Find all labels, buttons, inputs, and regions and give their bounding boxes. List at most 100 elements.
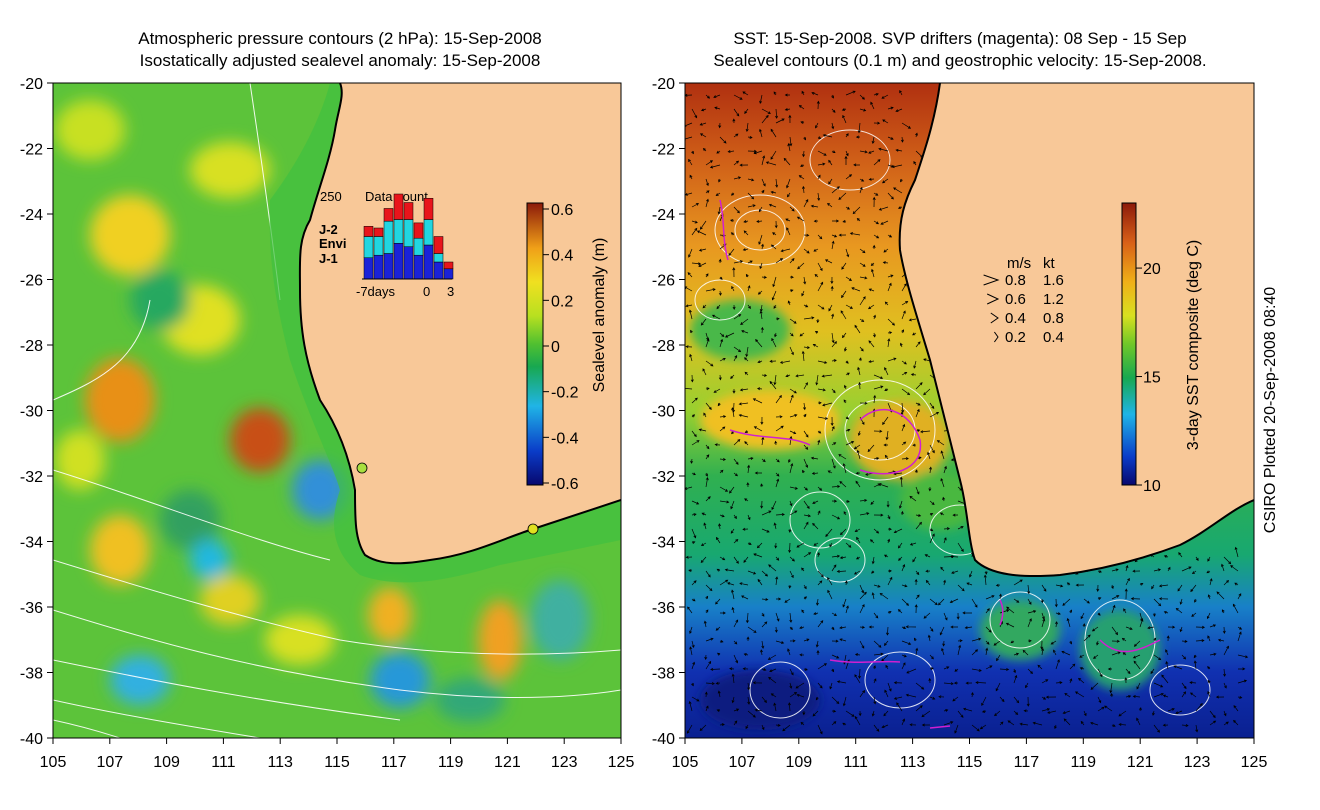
velocity-vector: [996, 654, 1001, 662]
velocity-vector: [913, 160, 917, 166]
velocity-vector: [899, 476, 903, 488]
inset-bar-j1: [443, 268, 454, 280]
velocity-vector: [898, 500, 903, 509]
velocity-vector: [859, 262, 866, 267]
velocity-vector: [703, 620, 707, 628]
inset-bar-envi: [403, 219, 414, 247]
velocity-vector: [1207, 679, 1211, 684]
velocity-vector: [845, 428, 851, 432]
velocity-vector: [929, 533, 935, 544]
velocity-vector: [993, 640, 1001, 646]
velocity-vector: [901, 360, 907, 365]
velocity-vector: [1237, 654, 1249, 659]
velocity-vector: [1097, 612, 1101, 616]
velocity-vector: [691, 440, 700, 446]
velocity-vector: [815, 598, 819, 606]
velocity-vector: [909, 495, 917, 502]
velocity-vector: [758, 234, 763, 245]
velocity-vector: [957, 584, 965, 592]
inset-bar-envi: [433, 253, 444, 263]
velocity-vector: [817, 682, 823, 689]
velocity-vector: [896, 702, 903, 712]
velocity-vector: [849, 232, 861, 236]
velocity-vector: [1121, 637, 1127, 642]
velocity-vector: [773, 702, 777, 712]
velocity-vector: [691, 640, 695, 648]
velocity-vector: [857, 366, 861, 376]
velocity-vector: [765, 161, 777, 166]
velocity-vector: [943, 612, 948, 621]
velocity-vector: [882, 261, 889, 265]
velocity-vector: [691, 661, 696, 670]
velocity-vector: [705, 198, 709, 208]
velocity-vector: [731, 285, 735, 292]
velocity-vector: [923, 388, 931, 396]
velocity-vector: [715, 598, 721, 605]
velocity-vector: [705, 288, 716, 292]
velocity-vector: [803, 316, 815, 320]
velocity-vector: [870, 268, 875, 278]
velocity-vector: [796, 693, 805, 698]
velocity-vector: [803, 596, 808, 600]
velocity-vector: [1109, 682, 1113, 694]
velocity-vector: [738, 402, 749, 406]
lon-label: 121: [1127, 754, 1154, 771]
velocity-vector: [859, 603, 865, 614]
velocity-vector: [687, 606, 693, 614]
velocity-vector: [831, 499, 838, 503]
right-map-title: SST: 15-Sep-2008. SVP drifters (magenta)…: [640, 28, 1280, 72]
velocity-vector: [801, 567, 805, 572]
velocity-vector: [1007, 720, 1015, 726]
velocity-vector: [831, 388, 836, 394]
velocity-vector: [1139, 618, 1144, 628]
velocity-vector: [1079, 667, 1085, 670]
velocity-vector: [841, 108, 847, 111]
velocity-vector: [1125, 577, 1130, 586]
velocity-vector: [803, 500, 810, 509]
velocity-vector: [839, 626, 847, 630]
velocity-vector: [688, 248, 693, 258]
velocity-vector: [815, 122, 819, 129]
inset-bar-envi: [373, 236, 384, 256]
velocity-vector: [929, 528, 934, 532]
velocity-vector: [787, 300, 791, 306]
velocity-vector: [1125, 694, 1132, 698]
velocity-vector: [1005, 622, 1015, 628]
velocity-vector: [1055, 659, 1060, 670]
velocity-vector: [775, 415, 783, 419]
inset-bar-envi: [393, 219, 404, 244]
velocity-vector: [803, 584, 807, 590]
velocity-vector: [789, 682, 793, 689]
velocity-vector: [929, 598, 938, 606]
velocity-vector: [729, 667, 735, 671]
velocity-vector: [769, 359, 777, 363]
velocity-vector: [831, 458, 836, 469]
velocity-vector: [827, 589, 833, 600]
velocity-vector: [921, 723, 930, 727]
velocity-vector: [789, 462, 794, 474]
velocity-vector: [1153, 637, 1157, 642]
velocity-vector: [690, 458, 694, 464]
velocity-vector: [731, 589, 735, 600]
velocity-vector: [871, 136, 875, 145]
velocity-vector: [854, 324, 861, 334]
velocity-vector: [940, 477, 945, 488]
velocity-vector: [789, 394, 794, 404]
velocity-vector: [822, 133, 833, 138]
velocity-vector: [1153, 724, 1160, 733]
velocity-vector: [1013, 579, 1023, 586]
velocity-vector: [783, 157, 791, 166]
velocity-vector: [1223, 579, 1230, 586]
velocity-vector: [770, 693, 777, 698]
velocity-vector: [753, 150, 763, 155]
velocity-vector: [685, 304, 693, 308]
velocity-vector: [855, 480, 861, 488]
velocity-vector: [772, 232, 777, 236]
velocity-vector: [1027, 639, 1032, 643]
velocity-vector: [717, 652, 721, 656]
velocity-vector: [1013, 710, 1019, 715]
velocity-vector: [827, 202, 833, 208]
velocity-vector: [901, 718, 906, 726]
velocity-ms-value: 0.8: [1005, 272, 1026, 289]
coastline-left: [298, 83, 621, 565]
